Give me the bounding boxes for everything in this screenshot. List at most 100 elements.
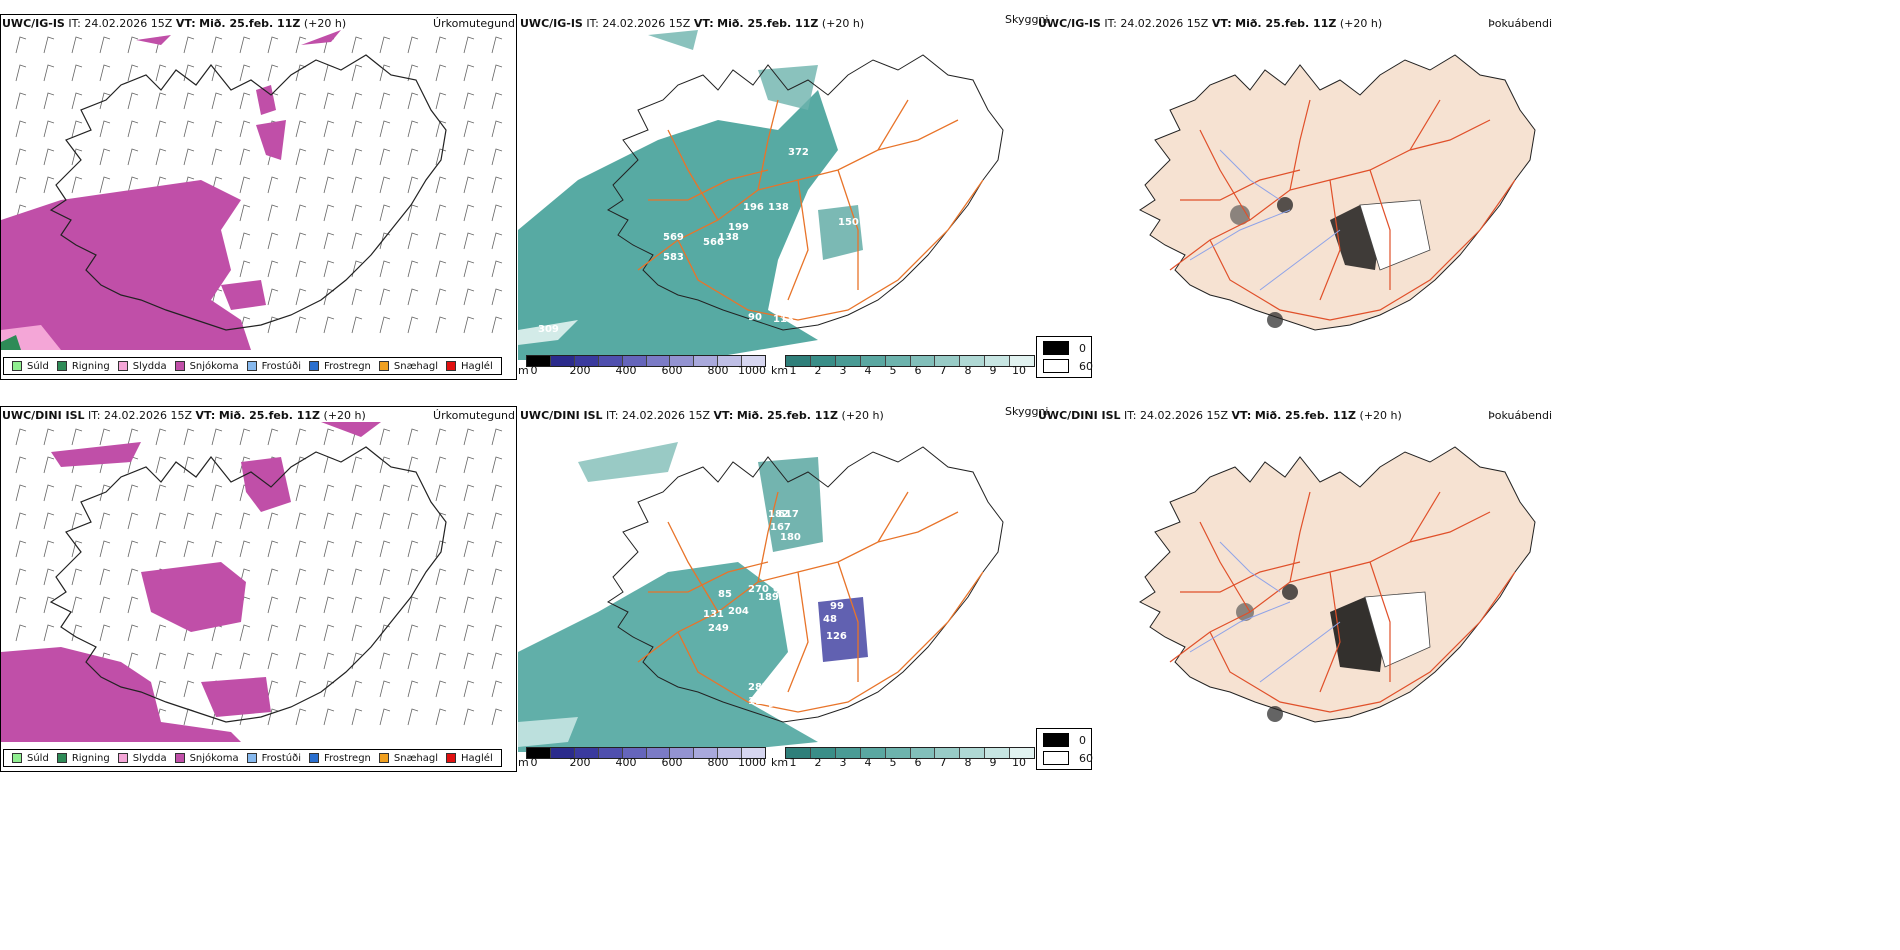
- wind-barb: [351, 540, 363, 558]
- legend-swatch: [56, 361, 67, 371]
- snow-area: [51, 442, 141, 467]
- wind-barb: [463, 148, 475, 166]
- wind-barb: [239, 260, 251, 278]
- wind-barb: [211, 456, 223, 474]
- wind-barb: [379, 484, 391, 502]
- wind-barb: [183, 540, 195, 558]
- wind-barb: [211, 484, 223, 502]
- wind-barb: [435, 204, 447, 222]
- wind-barb: [295, 428, 307, 446]
- wind-barb: [379, 596, 391, 614]
- precip-legend: Súld Rigning Slydda Snjókoma Frostúði Fr…: [3, 357, 502, 375]
- wind-barb: [491, 232, 503, 250]
- ceiling-label: 94: [768, 699, 782, 710]
- wind-barb: [379, 428, 391, 446]
- wind-barb: [127, 36, 139, 54]
- legend-swatch: [309, 361, 319, 371]
- panel-title: Úrkomutegund: [433, 17, 515, 30]
- wind-barb: [183, 484, 195, 502]
- visibility-unit: km: [771, 364, 789, 377]
- wind-barb: [379, 540, 391, 558]
- legend-swatch: [309, 753, 319, 763]
- wind-barb: [407, 428, 419, 446]
- ceiling-label: 569: [663, 232, 684, 243]
- wind-barb: [295, 568, 307, 586]
- wind-barb: [463, 288, 475, 306]
- wind-barb: [351, 260, 363, 278]
- ceiling-label: 372: [788, 147, 809, 158]
- wind-barb: [127, 176, 139, 194]
- wind-barb: [379, 260, 391, 278]
- wind-barb: [407, 176, 419, 194]
- wind-barb: [127, 624, 139, 642]
- wind-barb: [99, 36, 111, 54]
- snow-area: [1, 180, 251, 350]
- wind-barb: [379, 316, 391, 334]
- wind-barb: [155, 484, 167, 502]
- wind-barb: [491, 92, 503, 110]
- wind-barb: [295, 260, 307, 278]
- wind-barb: [99, 568, 111, 586]
- model-name: UWC/IG-IS: [1038, 17, 1101, 30]
- ceiling-label: 566: [703, 237, 724, 248]
- wind-barb: [43, 148, 55, 166]
- wind-barb: [99, 120, 111, 138]
- ceiling-label: 150: [838, 217, 859, 228]
- legend-swatch: [12, 361, 22, 371]
- ceiling-label: 131: [703, 609, 724, 620]
- wind-barb: [323, 232, 335, 250]
- valid-time-label: VT:: [1231, 409, 1252, 422]
- wind-barb: [155, 512, 167, 530]
- wind-barb: [239, 176, 251, 194]
- wind-barb: [379, 36, 391, 54]
- wind-barb: [99, 512, 111, 530]
- wind-barb: [435, 568, 447, 586]
- visibility-unit: km: [771, 756, 789, 769]
- wind-barb: [295, 232, 307, 250]
- wind-barb: [463, 316, 475, 334]
- wind-barb: [435, 288, 447, 306]
- ceiling-colorbar: [526, 747, 766, 759]
- wind-barb: [323, 92, 335, 110]
- wind-barb: [43, 568, 55, 586]
- low-visibility-area: [518, 90, 838, 360]
- fog-patch: [1364, 591, 1431, 668]
- wind-barb: [491, 120, 503, 138]
- wind-barb: [155, 92, 167, 110]
- wind-barb: [295, 456, 307, 474]
- wind-barb: [435, 232, 447, 250]
- wind-barb: [379, 92, 391, 110]
- wind-barb: [351, 624, 363, 642]
- ceiling-unit: m: [518, 364, 529, 377]
- wind-barb: [43, 540, 55, 558]
- wind-barb: [407, 148, 419, 166]
- rivers: [1189, 541, 1341, 683]
- wind-barb: [71, 176, 83, 194]
- ceiling-label: 617: [778, 509, 799, 520]
- wind-barb: [295, 64, 307, 82]
- snow-area: [141, 562, 246, 632]
- wind-barb: [463, 624, 475, 642]
- wind-barb: [435, 316, 447, 334]
- wind-barb: [295, 624, 307, 642]
- wind-barb: [295, 316, 307, 334]
- ceiling-label: 199: [728, 222, 749, 233]
- wind-barb: [295, 596, 307, 614]
- legend-item: Snæhagl: [378, 753, 438, 764]
- legend-item: Frostúði: [246, 753, 301, 764]
- wind-barb: [99, 540, 111, 558]
- wind-barb: [295, 204, 307, 222]
- wind-barb: [239, 64, 251, 82]
- wind-barb: [183, 120, 195, 138]
- wind-barb: [351, 148, 363, 166]
- wind-barb: [43, 456, 55, 474]
- wind-barb: [267, 428, 279, 446]
- row-2: UWC/DINI ISL IT: 24.02.2026 15Z VT: Mið.…: [0, 392, 1900, 867]
- wind-barb: [99, 596, 111, 614]
- wind-barb: [239, 428, 251, 446]
- wind-barb: [71, 92, 83, 110]
- wind-barb: [407, 316, 419, 334]
- wind-barb: [43, 512, 55, 530]
- wind-barb: [351, 316, 363, 334]
- init-time: IT: 24.02.2026 15Z: [68, 17, 173, 30]
